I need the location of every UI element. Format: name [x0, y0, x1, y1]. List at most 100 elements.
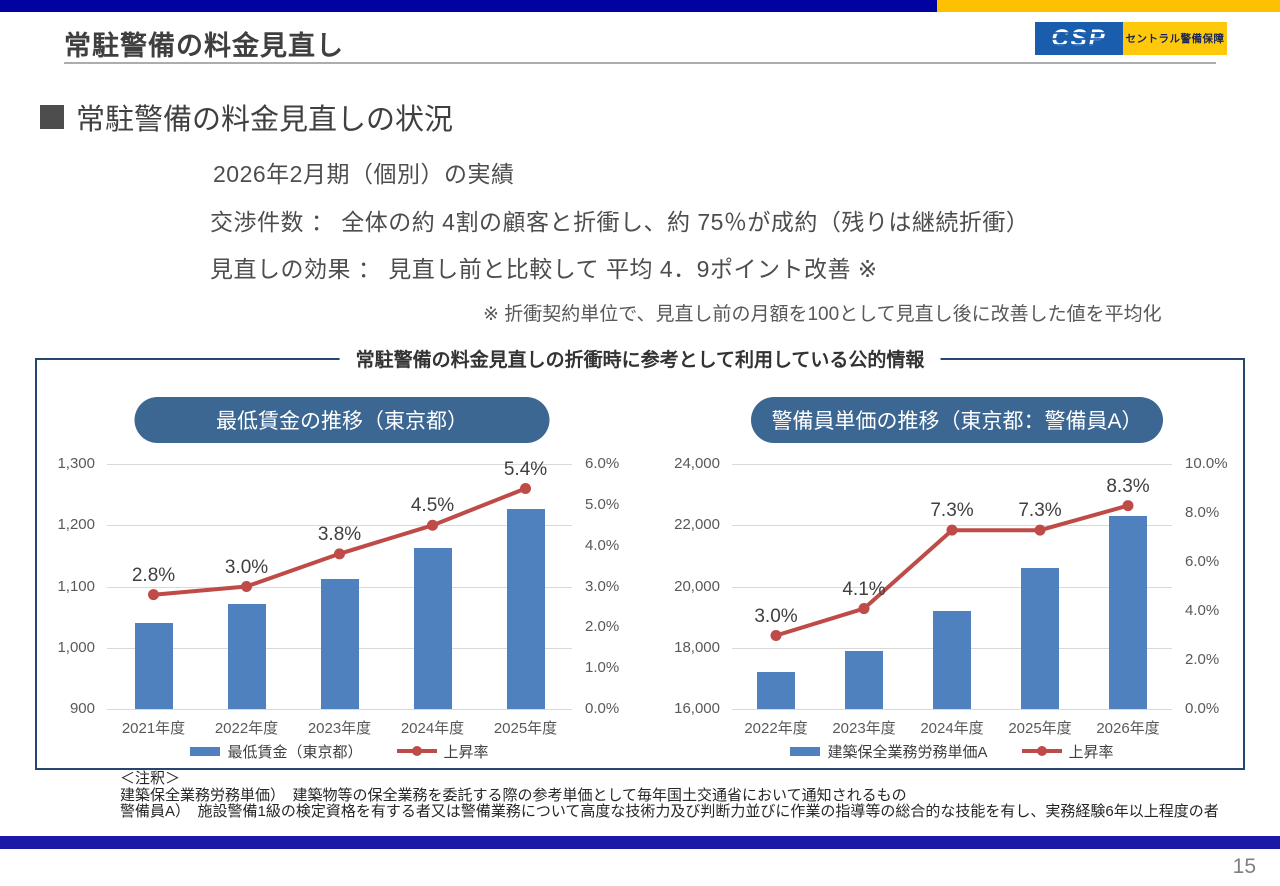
line-point-2026年度 [1122, 500, 1134, 512]
bottom-accent-bar [0, 836, 1280, 849]
y-axis-tick-right: 0.0% [1185, 700, 1220, 717]
x-axis-label: 2022年度 [744, 720, 808, 737]
line-point-2022年度 [770, 630, 782, 641]
footnotes: ＜注釈＞ 建築保全業務労務単価） 建築物等の保全業務を委託する際の参考単価として… [120, 770, 1219, 821]
line-point-2023年度 [334, 548, 345, 560]
section-heading-text: 常駐警備の料金見直しの状況 [76, 104, 454, 136]
square-bullet-icon [40, 105, 64, 129]
x-axis-label: 2024年度 [920, 720, 984, 737]
bar-2023年度 [320, 578, 359, 709]
legend-item: 上昇率 [1021, 741, 1114, 762]
y-axis-tick-left: 18,000 [674, 638, 720, 656]
data-label-2024年度: 7.3% [930, 500, 974, 522]
page-number: 15 [1232, 855, 1256, 878]
y-axis-tick-right: 3.0% [585, 577, 620, 595]
line-point-2024年度 [946, 524, 958, 536]
chart-title-pill: 警備員単価の推移（東京都：警備員A） [751, 397, 1163, 443]
legend-label: 最低賃金（東京都） [227, 743, 363, 761]
y-axis-tick-left: 1,200 [57, 516, 95, 534]
rate-line-series [148, 483, 531, 601]
page-title: 常駐警備の料金見直し [64, 31, 344, 61]
data-label-2024年度: 4.5% [410, 495, 455, 517]
legend-label: 建築保全業務労務単価A [827, 743, 988, 761]
chart-minimum-wage: 最低賃金の推移（東京都） 1,300 1,200 1,100 1,000 900 6.0%… [42, 392, 642, 772]
bar-legend-swatch [790, 746, 821, 756]
line-point-2021年度 [148, 589, 159, 601]
data-label-2022年度: 3.0% [754, 605, 798, 627]
x-axis-label: 2023年度 [307, 720, 372, 737]
company-logo-name: セントラル警備保障 [1123, 22, 1227, 55]
plot-area [107, 464, 572, 710]
line-legend-swatch [396, 749, 437, 753]
bar-2025年度 [506, 509, 545, 709]
y-axis-tick-right: 2.0% [1185, 651, 1220, 668]
data-label-2026年度: 8.3% [1106, 475, 1150, 497]
x-axis-label: 2023年度 [832, 720, 896, 737]
line-point-2022年度 [241, 581, 252, 592]
gridline [732, 709, 1172, 710]
data-label-2022年度: 3.0% [224, 556, 269, 578]
y-axis-tick-right: 4.0% [1185, 602, 1220, 619]
bar-2022年度 [757, 672, 795, 709]
y-axis-tick-right: 4.0% [585, 536, 620, 554]
chart-legend: 最低賃金（東京都） 上昇率 [107, 741, 572, 762]
y-axis-tick-left: 1,100 [57, 577, 95, 595]
y-axis-tick-right: 8.0% [1185, 504, 1220, 521]
bar-legend-swatch [190, 746, 221, 756]
line-point-2025年度 [1034, 524, 1046, 536]
rate-line-series [770, 500, 1134, 641]
chart-legend: 建築保全業務労務単価A 上昇率 [732, 741, 1172, 762]
x-axis-label: 2025年度 [1008, 720, 1072, 737]
y-axis-tick-right: 2.0% [585, 618, 620, 636]
csp-logo-mark: CSP [1035, 22, 1123, 55]
bar-2023年度 [845, 650, 883, 709]
y-axis-tick-left: 1,000 [57, 638, 95, 656]
legend-item: 建築保全業務労務単価A [790, 741, 988, 762]
line-point-2024年度 [427, 519, 438, 531]
gridline [107, 464, 572, 465]
y-axis-tick-left: 16,000 [674, 700, 720, 717]
gridline [107, 709, 572, 710]
bar-2022年度 [227, 603, 266, 709]
bar-2025年度 [1021, 568, 1059, 709]
y-axis-tick-left: 1,300 [57, 455, 95, 472]
header-divider [64, 62, 1216, 64]
legend-label: 上昇率 [443, 743, 489, 761]
y-axis-tick-left: 24,000 [674, 455, 720, 472]
data-label-2023年度: 3.8% [317, 523, 362, 545]
footnote-line: ＜注釈＞ [120, 770, 181, 787]
data-label-2023年度: 4.1% [842, 578, 886, 600]
bar-2026年度 [1109, 516, 1147, 709]
plot-area [732, 464, 1172, 710]
y-axis-tick-right: 0.0% [585, 700, 620, 717]
bar-2024年度 [933, 611, 971, 709]
line-legend-swatch [1021, 749, 1062, 753]
result-period-line: 2026年2月期（個別）の実績 [213, 161, 515, 187]
x-axis-label: 2021年度 [121, 720, 186, 737]
legend-label: 上昇率 [1068, 743, 1114, 761]
legend-item: 上昇率 [396, 741, 489, 762]
y-axis-tick-right: 6.0% [585, 455, 620, 472]
data-label-2021年度: 2.8% [131, 564, 176, 586]
legend-item: 最低賃金（東京都） [190, 741, 363, 762]
bar-2024年度 [413, 547, 452, 709]
asterisk-note: ※ 折衝契約単位で、見直し前の月額を100として見直し後に改善した値を平均化 [483, 304, 1162, 325]
y-axis-tick-left: 20,000 [674, 577, 720, 595]
x-axis-label: 2022年度 [214, 720, 279, 737]
y-axis-tick-right: 5.0% [585, 495, 620, 513]
x-axis-label: 2025年度 [493, 720, 558, 737]
y-axis-tick-left: 22,000 [674, 516, 720, 534]
x-axis-label: 2024年度 [400, 720, 465, 737]
gridline [732, 586, 1172, 588]
data-label-2025年度: 7.3% [1018, 500, 1062, 522]
chart-box-title: 常駐警備の料金見直しの折衝時に参考として利用している公的情報 [339, 345, 941, 372]
y-axis-tick-right: 10.0% [1185, 455, 1228, 472]
section-heading: 常駐警備の料金見直しの状況 [40, 96, 453, 138]
gridline [107, 525, 572, 527]
x-axis-label: 2026年度 [1096, 720, 1160, 737]
line-point-2025年度 [520, 483, 531, 494]
revision-effect-line: 見直しの効果 ： 見直し前と比較して 平均 4．9ポイント改善 ※ [210, 256, 878, 282]
chart-guard-unit-price: 警備員単価の推移（東京都：警備員A） 24,000 22,000 20,000 18,… [667, 392, 1247, 772]
line-point-2023年度 [858, 603, 870, 615]
